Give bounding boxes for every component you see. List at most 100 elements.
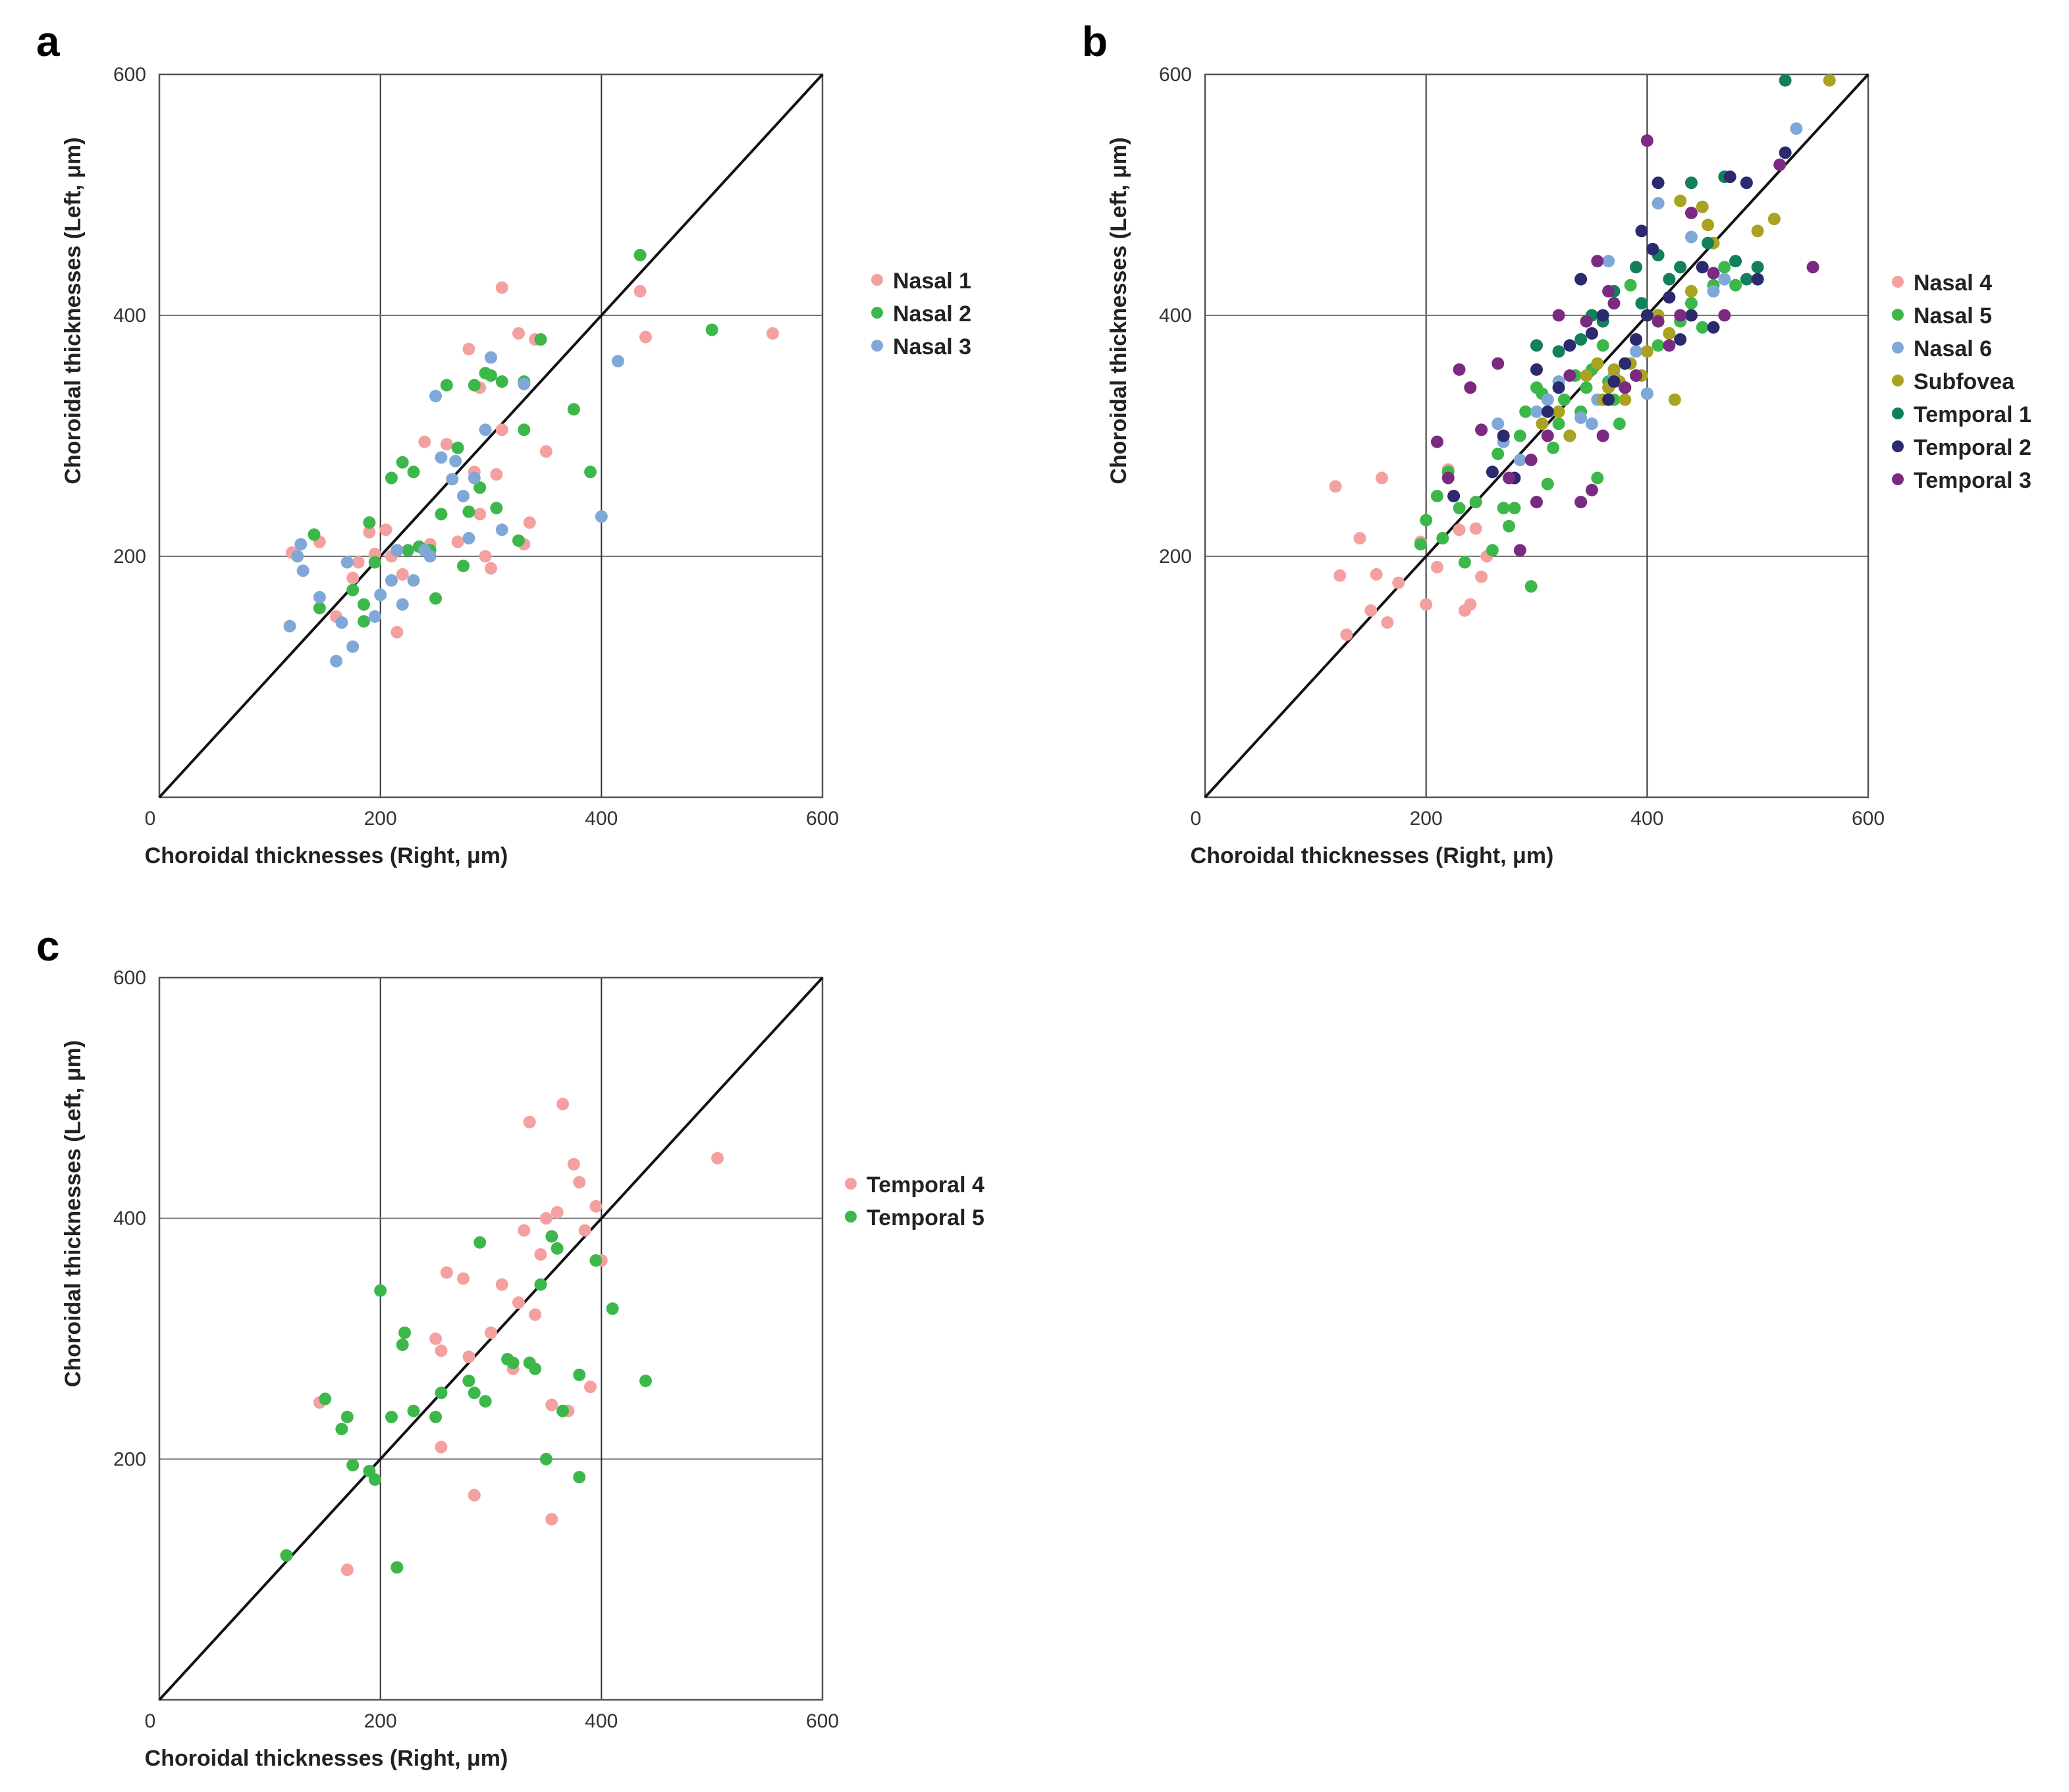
data-point	[1547, 441, 1560, 454]
data-point	[1740, 273, 1753, 286]
data-point	[1696, 200, 1709, 213]
data-point	[449, 454, 462, 467]
data-point	[1503, 519, 1516, 533]
data-point	[407, 574, 420, 587]
data-point	[1333, 569, 1347, 582]
data-point	[1718, 273, 1731, 286]
data-point	[495, 281, 508, 294]
data-point	[396, 567, 409, 581]
data-point	[1607, 363, 1621, 376]
data-point	[330, 654, 343, 668]
data-point	[390, 544, 404, 557]
legend-label: Nasal 6	[1914, 336, 1992, 361]
data-point	[1723, 171, 1736, 184]
data-point	[639, 1374, 652, 1387]
identity-line	[158, 73, 824, 799]
data-point	[1557, 393, 1571, 406]
data-point	[335, 616, 348, 629]
data-point	[1585, 327, 1598, 340]
data-point	[1684, 176, 1698, 190]
data-point	[1602, 393, 1615, 406]
data-point	[479, 423, 492, 436]
y-tick-label: 600	[113, 64, 146, 86]
panel-letter: b	[1082, 18, 1108, 65]
data-point	[1580, 315, 1593, 328]
data-point	[407, 1404, 420, 1417]
legend-marker	[1892, 440, 1904, 452]
data-point	[766, 327, 779, 340]
legend-marker	[1892, 473, 1904, 485]
data-point	[1751, 261, 1764, 274]
data-point	[705, 323, 718, 336]
x-axis-title: Choroidal thicknesses (Right, μm)	[145, 843, 508, 868]
data-point	[1684, 284, 1698, 298]
data-point	[368, 1473, 381, 1486]
data-point	[1729, 278, 1742, 292]
data-point	[1591, 255, 1604, 268]
data-point	[1580, 369, 1593, 382]
y-axis-title: Choroidal thicknesses (Left, μm)	[61, 1040, 86, 1387]
y-tick-label: 600	[1159, 64, 1192, 86]
data-point	[1530, 339, 1543, 352]
data-point	[1696, 261, 1709, 274]
data-point	[584, 1381, 597, 1394]
y-axis-title: Choroidal thicknesses (Left, μm)	[61, 137, 86, 484]
legend-label: Temporal 2	[1914, 435, 2031, 460]
x-axis-title: Choroidal thicknesses (Right, μm)	[1191, 843, 1554, 868]
data-point	[595, 510, 608, 523]
data-point	[1779, 74, 1792, 87]
data-point	[1591, 471, 1604, 485]
y-tick-label: 400	[113, 305, 146, 327]
panel-c: c 0 200 400 600 200 400 600 Choroidal thicknesse…	[36, 922, 984, 1771]
data-point	[451, 441, 464, 454]
data-point	[1497, 429, 1510, 442]
y-tick-label: 400	[113, 1208, 146, 1230]
data-point	[440, 438, 453, 451]
data-point	[711, 1151, 724, 1165]
data-point	[440, 1266, 453, 1279]
data-point	[429, 390, 443, 403]
data-point	[1475, 423, 1488, 436]
x-tick-label: 200	[364, 808, 397, 830]
data-point	[1630, 333, 1643, 346]
data-point	[451, 535, 464, 548]
data-point	[363, 525, 376, 539]
data-point	[1541, 429, 1554, 442]
data-point	[340, 1564, 354, 1577]
data-point	[612, 355, 625, 368]
data-point	[1353, 532, 1366, 545]
data-point	[1640, 345, 1653, 358]
data-point	[396, 456, 409, 469]
data-point	[1524, 580, 1538, 593]
data-point	[1646, 242, 1659, 255]
data-point	[462, 505, 475, 518]
data-point	[1702, 236, 1715, 250]
series-nasal-3	[283, 351, 625, 668]
data-point	[1652, 176, 1665, 190]
plot-frame	[1204, 73, 1869, 799]
data-point	[1779, 146, 1792, 159]
legend-label: Subfovea	[1914, 369, 2015, 394]
data-point	[357, 598, 370, 611]
data-point	[523, 1115, 536, 1128]
data-point	[1619, 393, 1632, 406]
data-point	[1329, 480, 1342, 493]
data-point	[1663, 273, 1676, 286]
data-point	[1663, 291, 1676, 304]
data-point	[385, 1410, 398, 1423]
data-point	[545, 1398, 558, 1411]
data-point	[368, 610, 381, 623]
data-point	[1640, 309, 1653, 322]
data-point	[1674, 261, 1687, 274]
data-point	[398, 1326, 412, 1339]
y-tick-label: 600	[113, 967, 146, 989]
data-point	[1524, 454, 1538, 467]
panel-b: b 0 200 400 600 200 400 600 Choroidal thicknesse…	[1082, 18, 2031, 868]
data-point	[1464, 598, 1477, 611]
data-point	[1707, 321, 1720, 334]
plot-frame	[158, 73, 824, 799]
data-point	[1668, 393, 1681, 406]
data-point	[495, 523, 508, 537]
data-point	[280, 1549, 293, 1562]
data-point	[1684, 309, 1698, 322]
